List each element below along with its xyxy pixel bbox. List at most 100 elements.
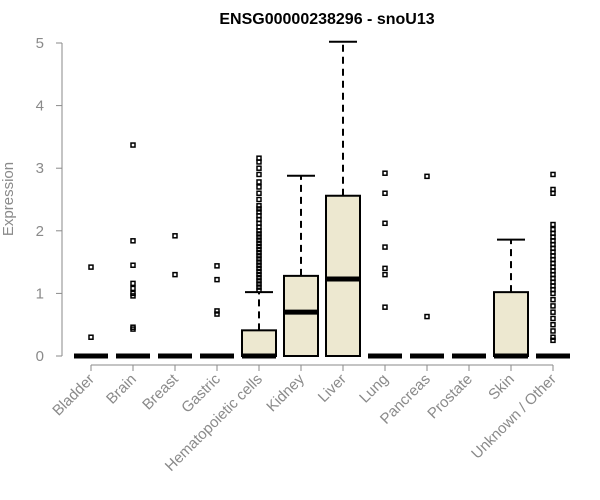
outlier-point — [256, 206, 262, 212]
outlier-point — [256, 262, 262, 268]
outlier-point — [256, 240, 262, 247]
outlier-point — [382, 220, 388, 227]
box-group — [158, 233, 192, 359]
outlier-point — [550, 303, 556, 309]
outlier-point — [130, 326, 136, 332]
box-rect — [325, 194, 361, 357]
outlier-point — [382, 244, 388, 250]
outlier-point — [172, 233, 178, 239]
outlier-point — [382, 304, 388, 310]
y-tick-label: 5 — [36, 35, 44, 52]
x-tick-label: Bladder — [49, 371, 98, 420]
x-tick-label: Lung — [356, 371, 392, 407]
outlier-point — [130, 142, 136, 148]
outlier-point — [550, 321, 556, 328]
x-tick-label: Liver — [315, 371, 350, 406]
outlier-point — [256, 275, 262, 281]
box-group — [325, 40, 361, 357]
outlier-point — [550, 171, 556, 178]
outlier-point — [256, 190, 262, 196]
outlier-point — [382, 271, 388, 278]
y-tick-label: 3 — [36, 160, 44, 177]
outlier-point — [256, 256, 262, 262]
x-tick-label: Prostate — [424, 371, 476, 423]
outlier-point — [256, 265, 262, 272]
outlier-point — [550, 334, 556, 340]
outlier-point — [382, 190, 388, 196]
y-tick-label: 1 — [36, 285, 44, 302]
outlier-point — [256, 228, 262, 234]
outlier-point — [550, 190, 556, 196]
outlier-point — [256, 159, 262, 165]
box-group — [241, 155, 277, 359]
box-group — [200, 263, 234, 359]
outlier-point — [256, 179, 262, 185]
outlier-point — [424, 173, 430, 180]
outlier-point — [172, 271, 178, 278]
outlier-point — [550, 337, 556, 344]
outlier-point — [550, 309, 556, 315]
outlier-point — [256, 203, 262, 209]
boxes-layer — [74, 40, 570, 359]
box-group — [493, 238, 529, 359]
outlier-point — [256, 171, 262, 178]
box-group — [283, 174, 319, 358]
outlier-point — [130, 262, 136, 268]
outlier-point — [256, 249, 262, 256]
box-group — [410, 173, 444, 359]
outlier-point — [256, 246, 262, 253]
outlier-point — [130, 280, 136, 287]
outlier-point — [256, 234, 262, 240]
outlier-point — [256, 268, 262, 275]
outlier-point — [256, 284, 262, 290]
outlier-point — [88, 334, 94, 340]
outlier-point — [130, 293, 136, 299]
outlier-point — [382, 265, 388, 272]
outlier-point — [88, 264, 94, 270]
outlier-point — [256, 237, 262, 243]
y-tick-label: 2 — [36, 223, 44, 240]
outlier-point — [130, 285, 136, 292]
outlier-point — [256, 281, 262, 287]
outlier-point — [130, 238, 136, 244]
outlier-point — [256, 243, 262, 250]
outlier-point — [550, 221, 556, 228]
outlier-point — [214, 308, 220, 314]
box-group — [368, 170, 402, 359]
box-rect — [283, 274, 319, 358]
outlier-point — [214, 263, 220, 269]
outlier-point — [256, 184, 262, 190]
outlier-point — [256, 287, 262, 294]
outlier-point — [550, 290, 556, 297]
outlier-point — [550, 315, 556, 322]
outlier-point — [256, 259, 262, 265]
x-tick-label: Kidney — [263, 370, 308, 415]
outlier-point — [256, 231, 262, 237]
outlier-point — [256, 271, 262, 278]
chart-title: ENSG00000238296 - snoU13 — [219, 11, 434, 28]
outlier-point — [256, 253, 262, 259]
outlier-point — [424, 313, 430, 320]
outlier-point — [214, 311, 220, 317]
box-rect — [493, 291, 529, 358]
outlier-point — [256, 165, 262, 171]
box-rect — [241, 329, 277, 358]
box-group — [116, 142, 150, 359]
outlier-point — [256, 196, 262, 203]
outlier-point — [550, 296, 556, 303]
x-tick-label: Breast — [139, 370, 182, 413]
box-group — [74, 264, 108, 359]
box-group — [536, 171, 570, 359]
y-axis-label: Expression — [0, 162, 17, 236]
y-tick-label: 0 — [36, 348, 44, 365]
axes: 0 1 2 3 4 5 — [36, 35, 554, 371]
x-tick-label: Brain — [103, 371, 140, 408]
outlier-point — [214, 276, 220, 283]
y-tick-label: 4 — [36, 98, 44, 115]
x-tick-label: Skin — [485, 371, 518, 404]
outlier-point — [256, 278, 262, 284]
outlier-point — [550, 328, 556, 334]
outlier-point — [382, 170, 388, 176]
